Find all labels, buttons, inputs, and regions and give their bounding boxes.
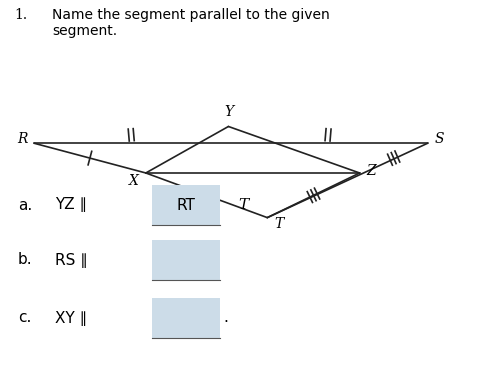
Text: RS ∥: RS ∥ [55,253,88,267]
Text: Name the segment parallel to the given: Name the segment parallel to the given [52,8,330,22]
Text: T: T [238,198,248,212]
Text: R: R [17,132,27,146]
Text: XY ∥: XY ∥ [55,311,87,326]
Bar [152,298,220,338]
Text: X: X [129,174,139,188]
Bar [152,240,220,280]
Text: a.: a. [18,198,32,212]
Text: b.: b. [18,253,33,267]
Text: 1.: 1. [14,8,27,22]
Text: RT: RT [176,198,195,212]
Text: YZ ∥: YZ ∥ [55,198,87,212]
Text: T: T [275,217,284,231]
Text: Y: Y [224,106,233,119]
Text: segment.: segment. [52,24,117,38]
Text: .: . [223,311,228,326]
Bar [152,185,220,225]
Text: S: S [435,132,444,146]
Text: Z: Z [367,164,377,178]
Text: c.: c. [18,311,32,326]
